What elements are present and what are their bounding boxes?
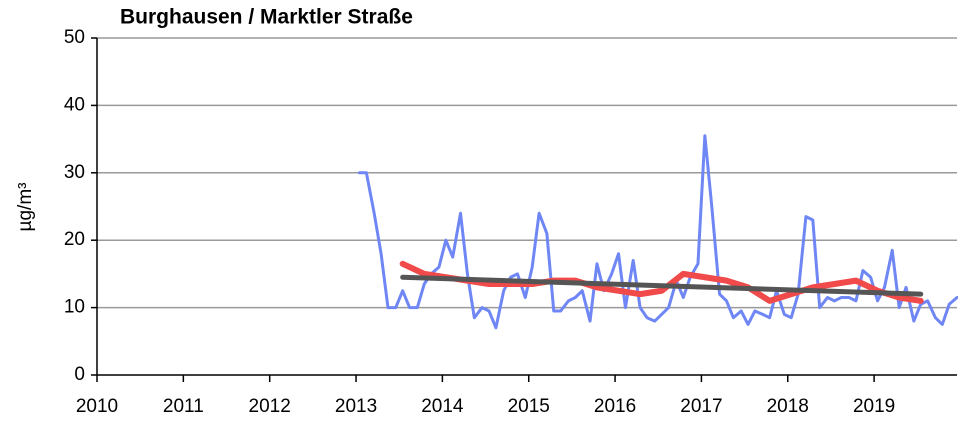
chart-title: Burghausen / Marktler Straße bbox=[120, 6, 413, 29]
x-tick-label: 2016 bbox=[594, 396, 636, 417]
y-tick-label: 40 bbox=[64, 94, 85, 115]
x-tick-label: 2011 bbox=[163, 396, 204, 417]
x-tick-label: 2012 bbox=[249, 396, 291, 417]
x-tick-label: 2014 bbox=[421, 396, 464, 417]
x-tick-label: 2018 bbox=[767, 396, 809, 417]
y-tick-label: 20 bbox=[64, 229, 85, 250]
y-tick-label: 50 bbox=[64, 27, 85, 48]
x-tick-label: 2013 bbox=[335, 396, 377, 417]
y-tick-label: 0 bbox=[74, 364, 85, 385]
x-tick-label: 2017 bbox=[680, 396, 722, 417]
y-tick-label: 10 bbox=[64, 297, 85, 318]
series-line bbox=[399, 260, 924, 304]
x-tick-label: 2019 bbox=[853, 396, 895, 417]
x-tick-label: 2015 bbox=[508, 396, 550, 417]
y-tick-label: 30 bbox=[64, 162, 85, 183]
series-line bbox=[357, 134, 958, 330]
x-tick-label: 2010 bbox=[76, 396, 118, 417]
series-line bbox=[400, 274, 924, 297]
y-axis-label: µg/m³ bbox=[15, 183, 36, 232]
